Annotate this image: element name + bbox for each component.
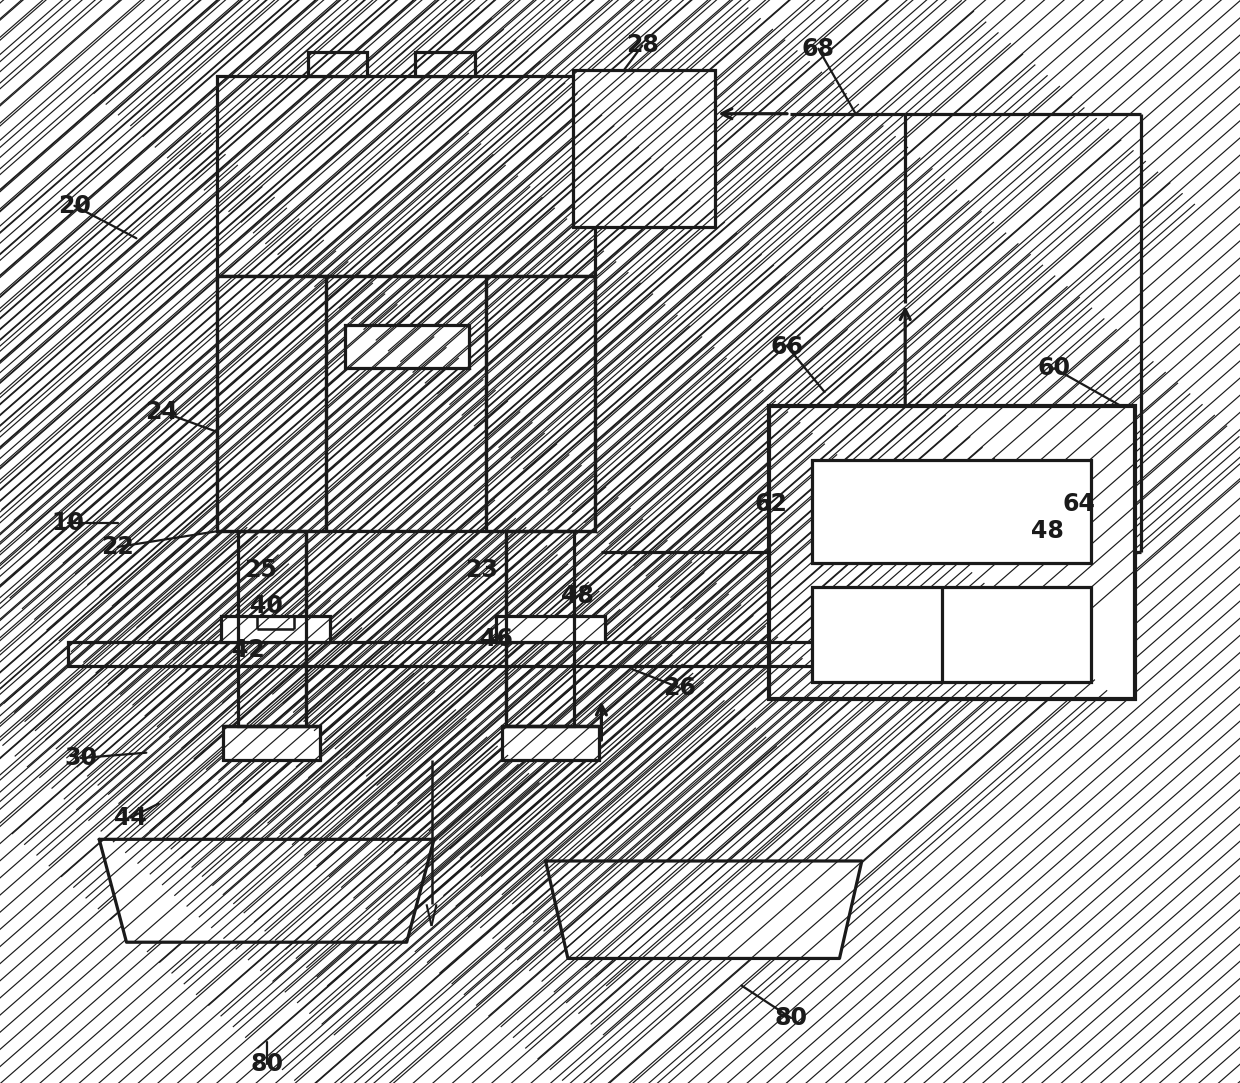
Bar — [486, 276, 595, 531]
Text: 62: 62 — [755, 492, 787, 516]
Bar — [573, 70, 715, 227]
Text: 25: 25 — [244, 558, 277, 582]
Text: 40: 40 — [250, 595, 283, 618]
Bar — [769, 406, 1135, 699]
Text: 66: 66 — [771, 335, 804, 358]
Bar — [502, 726, 599, 760]
Bar — [326, 276, 486, 531]
Text: 23: 23 — [465, 558, 497, 582]
Text: 26: 26 — [663, 676, 696, 700]
Bar — [68, 642, 837, 666]
Bar — [573, 70, 715, 227]
Bar — [238, 531, 306, 726]
Bar — [221, 616, 330, 642]
Bar — [812, 587, 1091, 682]
Bar — [217, 76, 595, 276]
Text: 64: 64 — [1063, 492, 1095, 516]
Text: 44: 44 — [114, 806, 146, 830]
Bar — [223, 726, 320, 760]
Text: 30: 30 — [64, 746, 97, 770]
Bar — [486, 276, 595, 531]
Text: 68: 68 — [802, 37, 835, 61]
Bar — [573, 70, 715, 227]
Bar — [506, 531, 574, 726]
Text: 10: 10 — [52, 511, 84, 535]
Text: 80: 80 — [775, 1006, 807, 1030]
Bar — [217, 276, 326, 531]
Bar — [223, 726, 320, 760]
Text: 46: 46 — [480, 627, 512, 651]
Bar — [217, 276, 595, 531]
Bar — [68, 642, 837, 666]
Bar — [345, 325, 469, 368]
Bar — [308, 52, 367, 76]
Bar — [306, 531, 506, 726]
Bar — [238, 531, 306, 726]
Text: 80: 80 — [250, 1052, 283, 1075]
Bar — [217, 276, 326, 531]
Bar — [506, 531, 574, 726]
Bar — [415, 52, 475, 76]
Text: 24: 24 — [145, 400, 177, 423]
Text: 28: 28 — [626, 34, 658, 57]
Bar — [496, 616, 605, 642]
Text: 20: 20 — [58, 194, 91, 218]
Bar — [238, 531, 306, 726]
Text: 48: 48 — [562, 584, 594, 608]
Bar — [68, 642, 837, 666]
Bar — [506, 531, 574, 726]
Bar — [486, 276, 595, 531]
Text: 22: 22 — [102, 535, 134, 559]
Bar — [217, 276, 326, 531]
Bar — [223, 726, 320, 760]
Text: 60: 60 — [1038, 356, 1070, 380]
Text: 42: 42 — [232, 638, 264, 662]
Bar — [812, 460, 1091, 563]
Polygon shape — [546, 861, 862, 958]
Bar — [502, 726, 599, 760]
Text: 48: 48 — [1032, 519, 1064, 543]
Polygon shape — [99, 839, 434, 942]
Bar — [502, 726, 599, 760]
